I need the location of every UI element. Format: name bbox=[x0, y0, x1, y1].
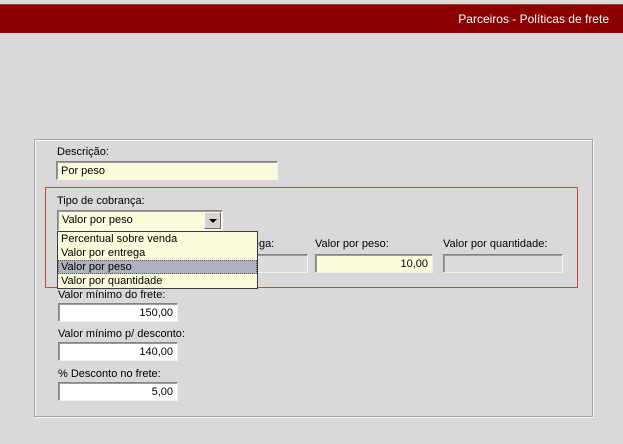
dropdown-option-percentual-sobre-venda[interactable]: Percentual sobre venda bbox=[61, 233, 178, 245]
tipo-cobranca-dropdown-list: Percentual sobre venda Valor por entrega… bbox=[57, 231, 258, 289]
header-bar: Parceiros - Políticas de frete bbox=[0, 4, 623, 33]
dropdown-option-valor-por-quantidade[interactable]: Valor por quantidade bbox=[61, 275, 163, 287]
valor-minimo-desconto-input[interactable] bbox=[58, 342, 178, 361]
valor-minimo-frete-input[interactable] bbox=[58, 303, 178, 322]
valor-peso-input[interactable] bbox=[315, 254, 433, 273]
valor-minimo-frete-label: Valor mínimo do frete: bbox=[58, 289, 166, 301]
valor-quantidade-input bbox=[443, 254, 563, 273]
combobox-dropdown-button[interactable] bbox=[204, 212, 221, 229]
valor-minimo-desconto-label: Valor mínimo p/ desconto: bbox=[58, 328, 185, 340]
dropdown-option-valor-por-entrega[interactable]: Valor por entrega bbox=[61, 247, 146, 259]
combobox-selected-value: Valor por peso bbox=[62, 214, 133, 226]
chevron-down-icon bbox=[208, 218, 217, 223]
desconto-frete-label: % Desconto no frete: bbox=[58, 368, 161, 380]
valor-peso-label: Valor por peso: bbox=[315, 238, 389, 250]
tipo-cobranca-label: Tipo de cobrança: bbox=[57, 195, 145, 207]
descricao-label: Descrição: bbox=[57, 146, 109, 158]
tipo-cobranca-combobox[interactable]: Valor por peso bbox=[57, 210, 223, 231]
form-groupbox bbox=[34, 139, 593, 417]
page-title: Parceiros - Políticas de frete bbox=[458, 12, 609, 26]
valor-quantidade-label: Valor por quantidade: bbox=[443, 238, 548, 250]
desconto-frete-input[interactable] bbox=[58, 382, 178, 401]
descricao-input[interactable] bbox=[56, 161, 278, 180]
dropdown-option-valor-por-peso[interactable]: Valor por peso bbox=[58, 260, 257, 274]
